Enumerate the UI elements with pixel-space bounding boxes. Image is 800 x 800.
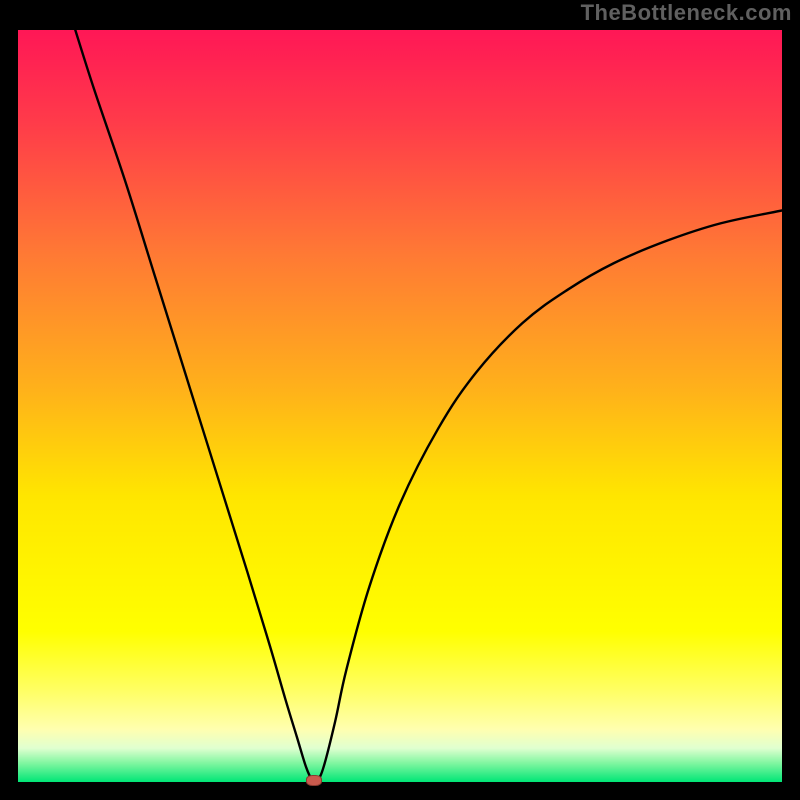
watermark-text: TheBottleneck.com — [581, 0, 792, 26]
chart-frame: TheBottleneck.com — [0, 0, 800, 800]
bottleneck-curve — [18, 30, 782, 782]
optimal-point-marker — [306, 775, 322, 786]
plot-area — [18, 30, 782, 782]
curve-path — [75, 30, 782, 781]
